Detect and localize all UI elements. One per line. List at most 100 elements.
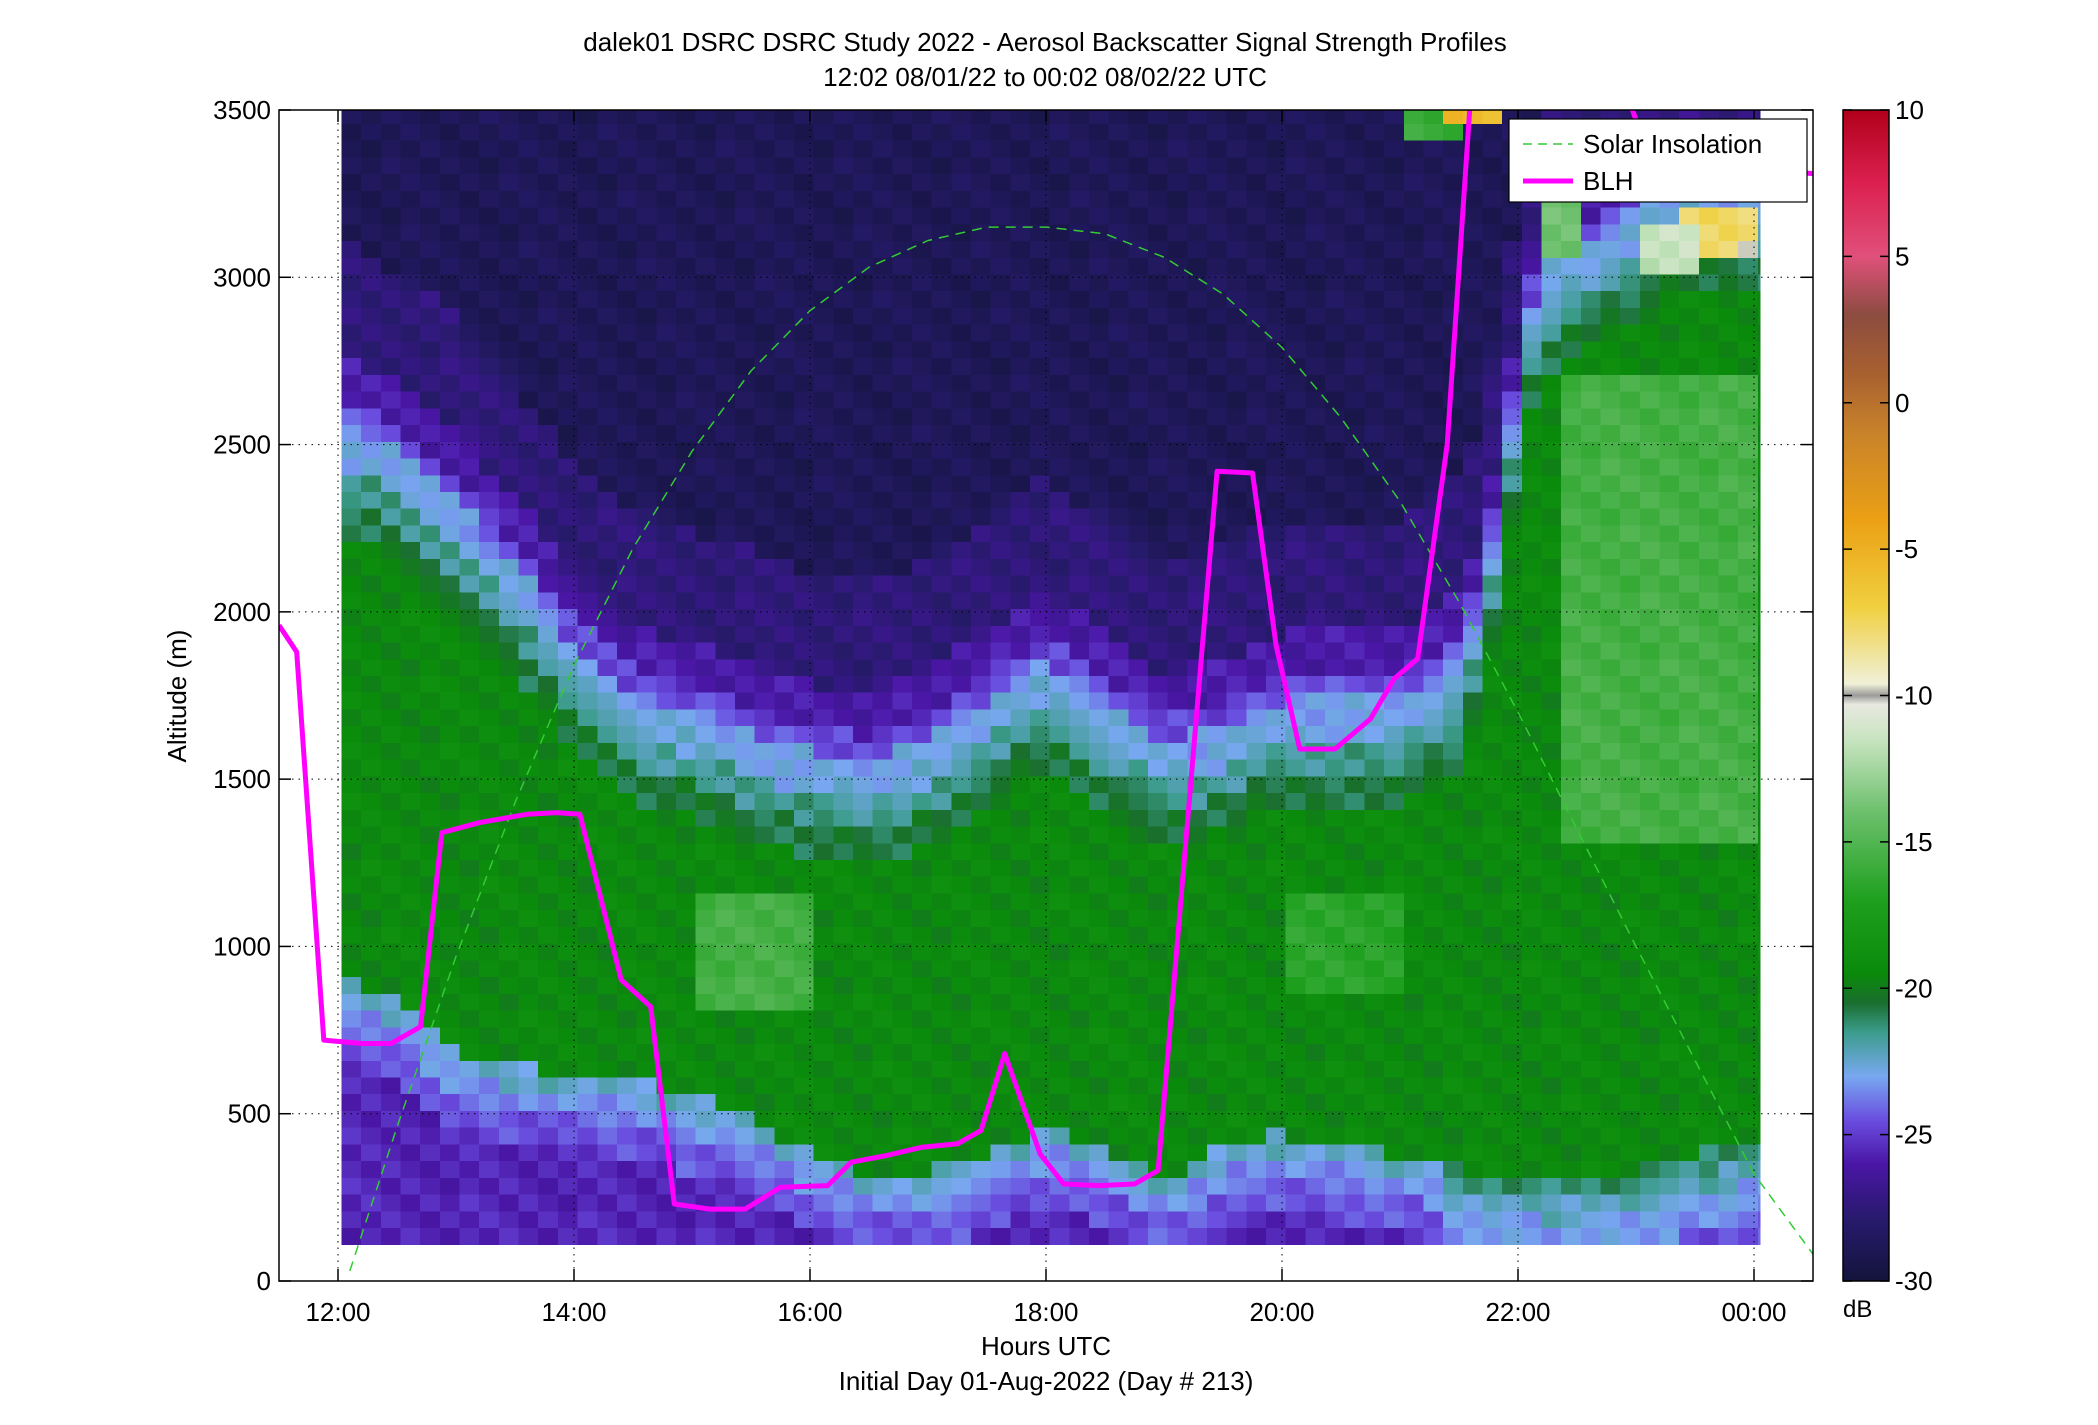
heatmap-cell: [853, 140, 874, 158]
heatmap-cell: [675, 575, 697, 593]
heatmap-cell: [518, 1194, 539, 1212]
heatmap-cell: [1698, 1227, 1720, 1245]
heatmap-cell: [833, 173, 854, 191]
heatmap-cell: [1659, 1127, 1680, 1145]
heatmap-cell: [1305, 491, 1326, 509]
heatmap-cell: [1757, 775, 1761, 794]
heatmap-cell: [1718, 240, 1739, 258]
heatmap-cell: [1049, 374, 1070, 392]
heatmap-cell: [1443, 692, 1464, 710]
heatmap-cell: [1246, 1010, 1267, 1028]
heatmap-cell: [1482, 307, 1503, 325]
heatmap-cell: [813, 340, 834, 359]
heatmap-cell: [557, 959, 579, 978]
heatmap-cell: [1030, 374, 1051, 392]
heatmap-cell: [1187, 508, 1208, 526]
heatmap-cell: [1639, 759, 1661, 777]
heatmap-cell: [1561, 290, 1582, 308]
heatmap-cell: [1344, 110, 1365, 124]
heatmap-cell: [1069, 1060, 1090, 1078]
heatmap-cell: [695, 441, 716, 459]
heatmap-cell: [498, 926, 520, 944]
heatmap-cell: [498, 625, 520, 643]
heatmap-cell: [439, 307, 461, 325]
heatmap-cell: [1207, 1060, 1228, 1078]
heatmap-cell: [971, 207, 992, 225]
heatmap-cell: [1462, 642, 1484, 660]
heatmap-cell: [1639, 207, 1661, 225]
heatmap-cell: [1069, 140, 1090, 158]
heatmap-cell: [1620, 273, 1641, 292]
heatmap-cell: [735, 1026, 756, 1044]
heatmap-cell: [735, 876, 756, 894]
heatmap-cell: [1285, 1093, 1306, 1111]
heatmap-cell: [872, 558, 893, 576]
heatmap-cell: [912, 1160, 933, 1178]
heatmap-cell: [341, 156, 362, 175]
heatmap-cell: [459, 207, 480, 225]
heatmap-cell: [420, 575, 441, 593]
heatmap-cell: [1167, 1060, 1188, 1078]
heatmap-cell: [735, 374, 756, 392]
heatmap-cell: [774, 156, 795, 175]
heatmap-cell: [1089, 909, 1110, 927]
heatmap-cell: [853, 943, 874, 961]
heatmap-cell: [1679, 1143, 1700, 1162]
heatmap-cell: [715, 474, 736, 492]
heatmap-cell: [1305, 441, 1326, 459]
chart-title: dalek01 DSRC DSRC Study 2022 - Aerosol B…: [583, 27, 1506, 57]
heatmap-cell: [597, 290, 618, 308]
heatmap-cell: [518, 441, 539, 459]
heatmap-cell: [538, 173, 559, 191]
heatmap-cell: [1030, 1026, 1051, 1044]
heatmap-cell: [1482, 642, 1503, 660]
heatmap-cell: [361, 374, 382, 392]
heatmap-cell: [380, 725, 402, 743]
heatmap-cell: [1443, 173, 1464, 191]
heatmap-cell: [498, 223, 520, 242]
heatmap-cell: [459, 892, 480, 911]
heatmap-cell: [341, 290, 362, 308]
heatmap-cell: [931, 290, 952, 308]
heatmap-cell: [1679, 976, 1700, 994]
heatmap-cell: [675, 1127, 697, 1145]
heatmap-cell: [597, 257, 618, 275]
heatmap-cell: [459, 123, 480, 141]
heatmap-cell: [774, 675, 795, 693]
heatmap-cell: [735, 140, 756, 158]
heatmap-cell: [1325, 708, 1346, 727]
heatmap-cell: [1482, 842, 1503, 860]
heatmap-cell: [636, 110, 657, 124]
heatmap-cell: [577, 876, 598, 894]
heatmap-cell: [479, 441, 500, 459]
heatmap-cell: [1226, 240, 1247, 258]
heatmap-cell: [1462, 692, 1484, 710]
heatmap-cell: [971, 1043, 992, 1061]
heatmap-cell: [695, 809, 716, 827]
heatmap-cell: [990, 842, 1011, 860]
heatmap-cell: [1030, 625, 1051, 643]
heatmap-cell: [1561, 692, 1582, 710]
heatmap-cell: [420, 1210, 441, 1228]
heatmap-cell: [577, 374, 598, 392]
heatmap-cell: [990, 575, 1011, 593]
heatmap-cell: [1207, 692, 1228, 710]
heatmap-cell: [1246, 826, 1267, 844]
heatmap-cell: [1482, 1010, 1503, 1028]
heatmap-cell: [1325, 1210, 1346, 1228]
heatmap-cell: [459, 1143, 480, 1162]
heatmap-cell: [1305, 658, 1326, 676]
heatmap-cell: [1344, 290, 1365, 308]
heatmap-cell: [577, 1194, 598, 1212]
heatmap-cell: [1325, 123, 1346, 141]
heatmap-cell: [479, 892, 500, 911]
heatmap-cell: [754, 725, 775, 743]
heatmap-cell: [1187, 976, 1208, 994]
heatmap-cell: [479, 625, 500, 643]
heatmap-cell: [1325, 257, 1346, 275]
heatmap-cell: [1639, 608, 1661, 626]
heatmap-cell: [1462, 407, 1484, 426]
heatmap-cell: [380, 575, 402, 593]
heatmap-cell: [1403, 1160, 1425, 1178]
heatmap-cell: [1462, 1076, 1484, 1095]
